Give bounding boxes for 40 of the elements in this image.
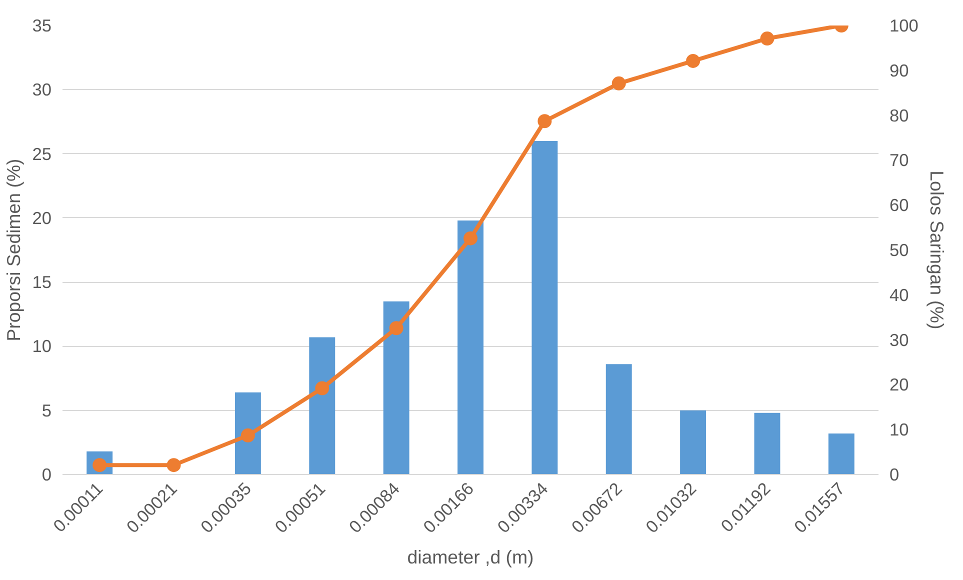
y-tick-label: 35 [32, 16, 52, 36]
bar [680, 410, 706, 474]
y2-tick-label: 60 [890, 195, 909, 216]
y2-tick-label: 90 [890, 60, 909, 80]
y2-tick-label: 70 [890, 150, 909, 170]
y2-tick-label: 100 [890, 16, 918, 36]
point [240, 428, 255, 442]
y2-tick-label: 10 [890, 420, 909, 440]
bar [532, 140, 558, 474]
point [315, 381, 330, 396]
bar [828, 433, 854, 474]
y2-axis-title: Lolos Saringan (%) [926, 170, 948, 330]
point [538, 114, 552, 128]
y-axis-title: Proporsi Sedimen (%) [3, 158, 24, 342]
y-tick-label: 20 [32, 208, 52, 228]
bar [234, 392, 261, 474]
bar [458, 220, 484, 474]
bar [309, 337, 336, 474]
y2-tick-label: 40 [890, 284, 909, 305]
y-tick-label: 15 [32, 272, 52, 292]
y-tick-label: 25 [32, 144, 52, 164]
bar [383, 301, 410, 474]
y-tick-label: 0 [42, 464, 52, 484]
y-tick-label: 10 [32, 336, 52, 356]
y2-tick-label: 0 [890, 464, 900, 484]
point [612, 76, 626, 90]
y2-tick-label: 30 [890, 330, 909, 350]
y-tick-label: 30 [32, 80, 52, 100]
point [166, 458, 181, 472]
y2-tick-label: 20 [890, 374, 909, 395]
y-tick-label: 5 [42, 400, 52, 420]
x-axis-title: diameter ,d (m) [407, 546, 534, 568]
point [464, 231, 478, 246]
bar [606, 364, 632, 474]
point [760, 32, 774, 46]
point [389, 321, 404, 336]
bar [754, 412, 780, 474]
y2-tick-label: 80 [890, 105, 909, 126]
y2-tick-label: 50 [890, 240, 909, 260]
point [686, 54, 700, 68]
